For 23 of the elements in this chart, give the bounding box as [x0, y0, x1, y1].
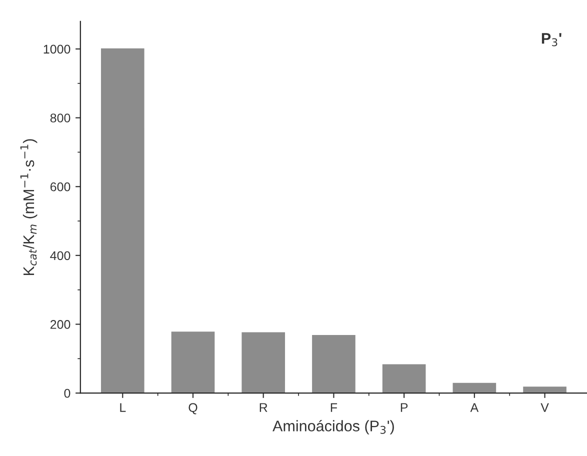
x-tick-label: Q — [188, 403, 198, 414]
x-tick-label: P — [400, 403, 408, 412]
bar — [523, 386, 566, 394]
y-tick-label: 400 — [50, 251, 70, 260]
y-tick-label: 800 — [50, 114, 70, 122]
x-tick-label: V — [540, 403, 549, 412]
x-tick-label: F — [330, 403, 338, 412]
annotation: P$_{3}$' — [542, 33, 562, 46]
bar — [382, 364, 426, 394]
x-tick-label: R — [260, 403, 268, 412]
text: K$_{cat}$/K$_{m}$ (mM$^{−1}$·s$^{−1}$) — [20, 139, 38, 276]
y-tick-label: 1000 — [44, 44, 70, 54]
bar — [452, 382, 496, 394]
bar — [242, 332, 286, 394]
x-axis-title: Aminoácidos (P$_{3}$') — [272, 420, 394, 434]
y-tick-label: 600 — [50, 182, 70, 192]
bar — [312, 335, 356, 394]
x-tick-label: L — [120, 403, 126, 412]
bar — [100, 48, 144, 394]
x-tick-label: A — [470, 403, 479, 412]
y-tick-label: 200 — [50, 320, 70, 329]
bar — [171, 332, 215, 394]
y-tick-label: 0 — [64, 388, 70, 398]
